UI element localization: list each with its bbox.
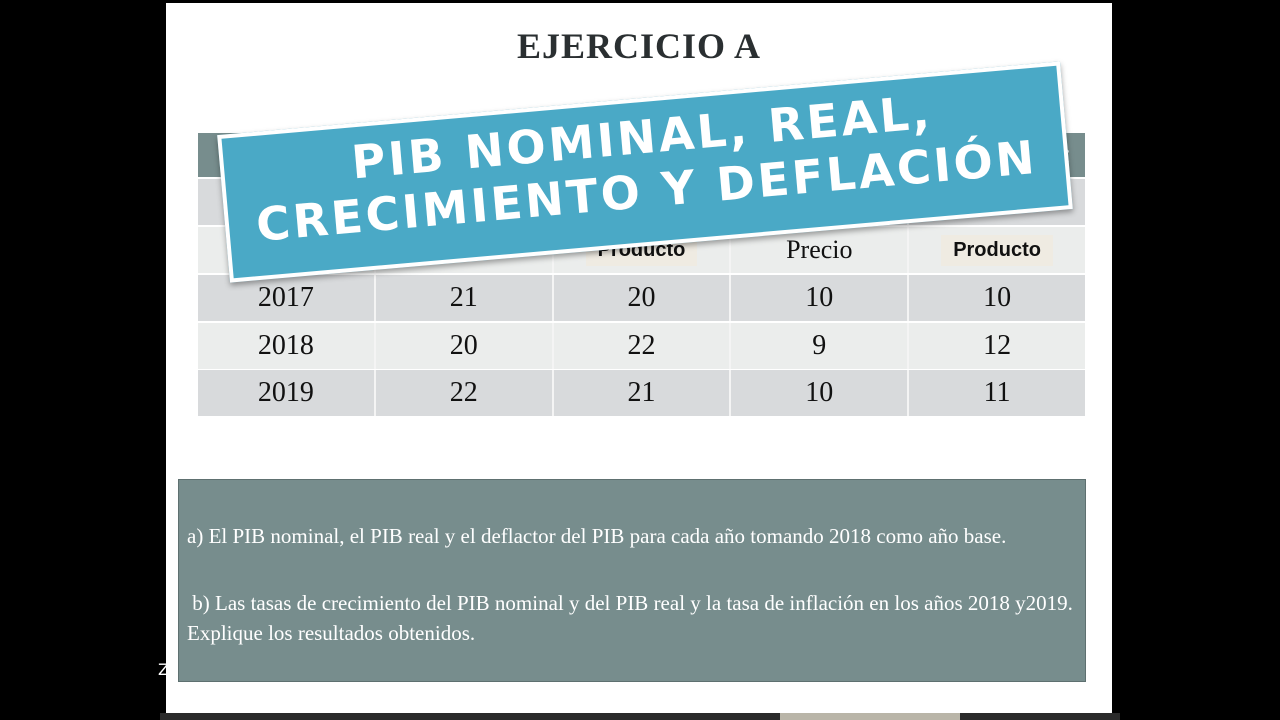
table-cell: 20: [376, 323, 554, 369]
table-cell: 12: [983, 330, 1012, 361]
table-cell: 9: [731, 323, 910, 369]
table-cell: 10: [731, 370, 910, 416]
side-mark: Z: [158, 660, 169, 679]
year-cell: 2018: [198, 323, 376, 369]
question-b: b) Las tasas de crecimiento del PIB nomi…: [187, 588, 1073, 648]
table-row: 2017 21 20 10 10: [198, 275, 1085, 321]
table-row: 2019 22 21 10 11: [198, 370, 1085, 416]
table-cell: 10: [731, 275, 910, 321]
table-cell: 21: [554, 370, 732, 416]
table-cell: 20: [554, 275, 732, 321]
table-cell: 10: [983, 282, 1012, 313]
question-b-line1: b) Las tasas de crecimiento del PIB nomi…: [187, 591, 1073, 615]
slide-title: EJERCICIO A: [516, 26, 762, 66]
table-row: 2018 20 22 9 12: [198, 323, 1085, 369]
video-bottom-bar: [160, 713, 1120, 720]
question-b-line2: Explique los resultados obtenidos.: [187, 621, 476, 645]
price-header: Precio: [731, 227, 910, 273]
year-cell: 2017: [198, 275, 376, 321]
table-cell: 21: [376, 275, 554, 321]
bottom-bar-segment: [780, 713, 960, 720]
year-cell: 2019: [198, 370, 376, 416]
product-header: Producto: [941, 234, 1053, 266]
questions-box: a) El PIB nominal, el PIB real y el defl…: [178, 479, 1086, 682]
question-a: a) El PIB nominal, el PIB real y el defl…: [187, 524, 1007, 548]
table-cell: 22: [554, 323, 732, 369]
table-cell: 22: [376, 370, 554, 416]
table-cell: 11: [983, 377, 1011, 408]
